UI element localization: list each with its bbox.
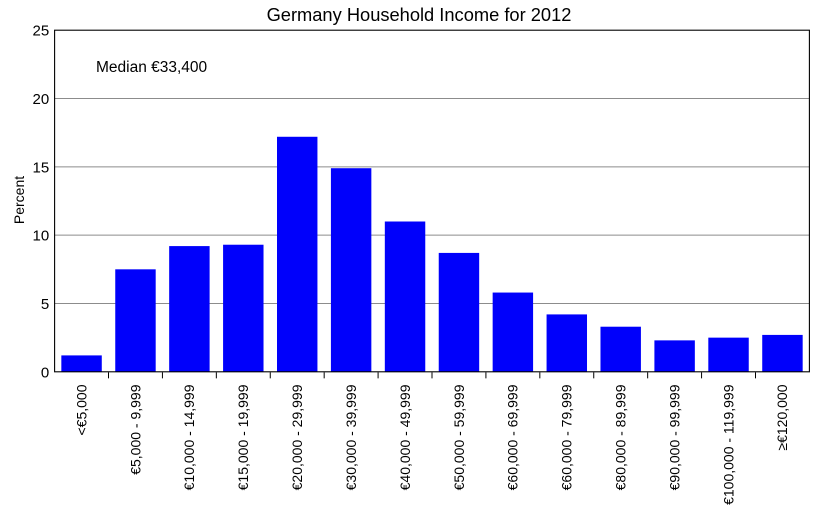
svg-text:€30,000 - 39,999: €30,000 - 39,999 (343, 384, 359, 490)
svg-text:<€5,000: <€5,000 (73, 384, 89, 435)
svg-text:€5,000 - 9,999: €5,000 - 9,999 (127, 384, 143, 475)
svg-text:€100,000 - 119,999: €100,000 - 119,999 (720, 384, 736, 505)
svg-text:€80,000 - 89,999: €80,000 - 89,999 (613, 384, 629, 490)
svg-text:10: 10 (33, 228, 50, 245)
svg-text:€15,000 - 19,999: €15,000 - 19,999 (235, 384, 251, 490)
svg-text:20: 20 (33, 91, 50, 108)
svg-text:€10,000 - 14,999: €10,000 - 14,999 (181, 384, 197, 490)
svg-text:Germany Household Income for 2: Germany Household Income for 2012 (267, 4, 572, 25)
svg-text:€50,000 - 59,999: €50,000 - 59,999 (451, 384, 467, 490)
svg-text:€40,000 - 49,999: €40,000 - 49,999 (397, 384, 413, 490)
svg-text:Percent: Percent (11, 176, 27, 224)
svg-text:5: 5 (41, 296, 49, 313)
svg-text:0: 0 (41, 364, 49, 381)
svg-text:25: 25 (33, 23, 50, 40)
svg-text:€60,000 - 79,999: €60,000 - 79,999 (559, 384, 575, 490)
svg-text:€20,000 - 29,999: €20,000 - 29,999 (289, 384, 305, 490)
svg-text:≥€120,000: ≥€120,000 (774, 384, 790, 450)
svg-text:Median €33,400: Median €33,400 (96, 59, 208, 76)
svg-text:€90,000 - 99,999: €90,000 - 99,999 (666, 384, 682, 490)
svg-text:€60,000 - 69,999: €60,000 - 69,999 (505, 384, 521, 490)
svg-text:15: 15 (33, 159, 50, 176)
